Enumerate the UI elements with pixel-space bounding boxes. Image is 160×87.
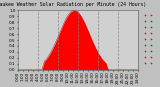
Text: Milwaukee Weather Solar Radiation per Minute (24 Hours): Milwaukee Weather Solar Radiation per Mi… — [0, 2, 146, 7]
